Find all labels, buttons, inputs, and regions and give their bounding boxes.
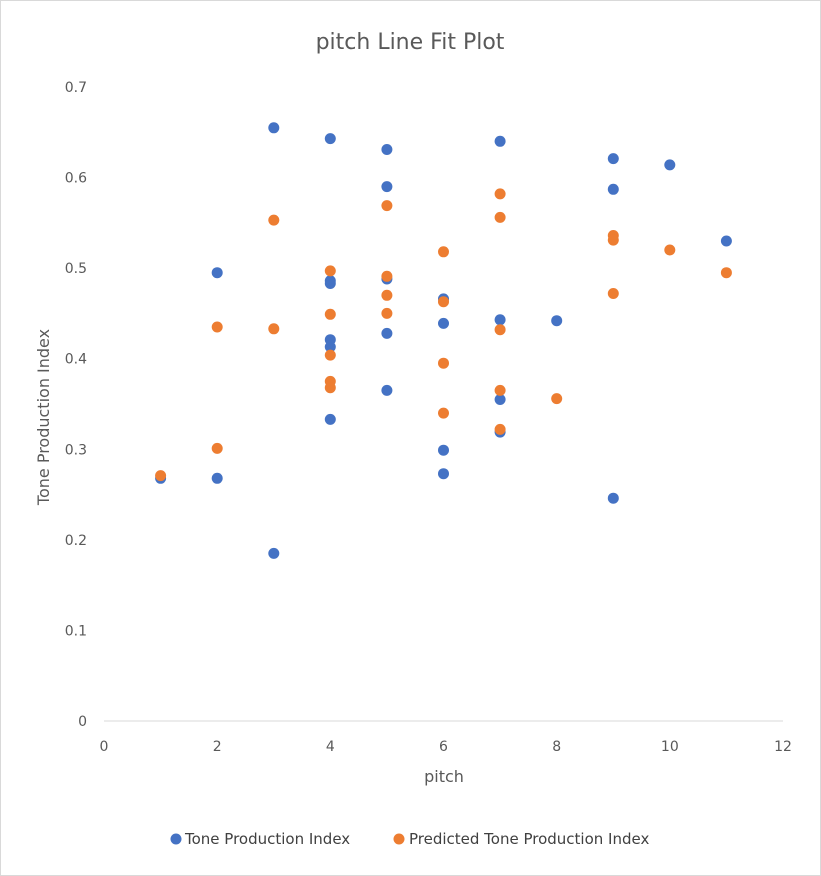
data-point-actual [720,235,732,247]
data-point-predicted [720,267,732,279]
data-point-actual [324,341,336,353]
y-tick-label: 0.4 [65,352,87,368]
x-tick-label: 8 [552,739,561,755]
data-point-predicted [438,296,449,308]
x-tick-label: 2 [213,739,222,755]
data-point-actual [664,159,676,171]
data-point-predicted [438,246,449,258]
data-point-actual [324,278,336,289]
data-point-predicted [381,307,393,319]
legend-label-predicted-tone-production-index: Predicted Tone Production Index [409,830,649,848]
y-tick-label: 0.3 [65,442,87,458]
data-point-actual [551,315,563,327]
legend: Tone Production Index Predicted Tone Pro… [170,830,649,848]
data-point-predicted [268,323,280,335]
data-point-predicted [494,423,506,435]
legend-marker-tone-production-index [170,833,182,845]
data-point-actual [324,133,336,145]
data-point-actual [381,384,393,396]
series-tone-production-index [155,122,732,559]
data-point-predicted [438,357,449,369]
data-point-predicted [268,214,280,226]
x-tick-label: 4 [326,739,335,755]
x-tick-label: 10 [661,739,679,755]
data-point-actual [268,547,280,559]
data-point-actual [494,394,506,405]
chart-title: pitch Line Fit Plot [316,30,505,55]
legend-label-tone-production-index: Tone Production Index [184,830,350,848]
x-tick-label: 12 [774,739,792,755]
data-point-actual [211,267,223,279]
data-point-actual [324,413,336,425]
x-tick-label: 0 [100,739,109,755]
data-point-predicted [607,288,619,299]
data-point-actual [494,135,506,147]
data-point-predicted [494,384,506,396]
y-tick-label: 0.5 [65,261,87,277]
data-point-predicted [381,270,393,282]
data-point-actual [438,317,449,329]
data-point-predicted [607,234,619,246]
data-point-actual [381,181,393,193]
x-axis-label: pitch [424,767,464,786]
data-point-predicted [324,308,336,320]
data-point-actual [607,492,619,504]
y-tick-label: 0.7 [65,80,87,96]
data-point-predicted [494,324,506,336]
y-axis-label: Tone Production Index [34,329,53,506]
data-point-predicted [324,349,336,361]
data-point-actual [494,314,506,326]
y-tick-label: 0.2 [65,533,87,549]
data-point-predicted [381,200,393,212]
data-point-actual [381,327,393,339]
data-point-predicted [551,393,563,405]
data-point-predicted [438,407,449,419]
y-tick-label: 0.1 [65,623,87,639]
legend-marker-predicted-tone-production-index [393,833,405,845]
data-point-actual [607,183,619,195]
y-axis-ticks: 0 0.1 0.2 0.3 0.4 0.5 0.6 0.7 [65,80,87,730]
data-point-actual [211,472,223,484]
x-tick-label: 6 [439,739,448,755]
data-point-predicted [211,442,223,454]
data-point-actual [438,468,449,480]
data-point-predicted [211,321,223,333]
data-point-predicted [324,265,336,277]
data-point-predicted [494,211,506,223]
data-point-actual [381,144,393,155]
y-tick-label: 0 [78,714,87,730]
data-point-predicted [155,470,167,482]
data-point-predicted [324,382,336,394]
data-point-predicted [664,244,676,256]
data-point-predicted [381,289,393,301]
y-tick-label: 0.6 [65,171,87,187]
plot-area [155,122,732,559]
x-axis-ticks: 0 2 4 6 8 10 12 [100,739,792,755]
data-point-actual [607,153,619,165]
data-point-actual [438,444,449,456]
data-point-actual [268,122,280,134]
series-predicted-tone-production-index [155,188,732,482]
data-point-predicted [494,188,506,200]
